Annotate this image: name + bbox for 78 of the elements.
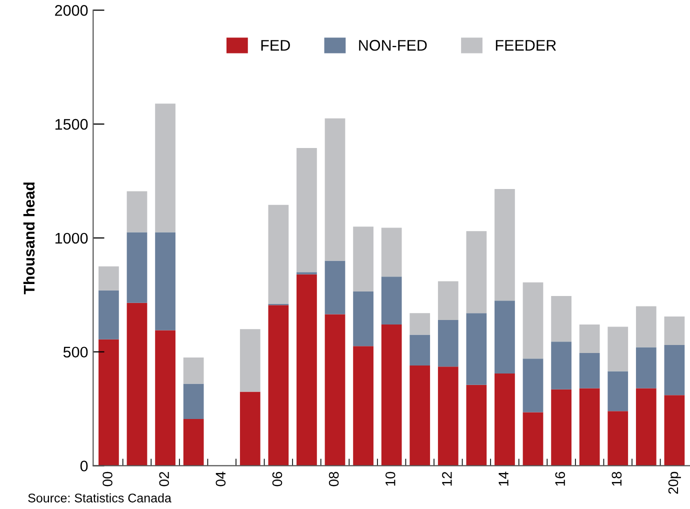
y-tick-label: 1500 <box>55 118 88 130</box>
bar <box>494 300 515 374</box>
bar <box>155 104 176 232</box>
bar <box>494 188 515 301</box>
legend-label: NON-FED <box>359 40 427 51</box>
y-tick-label: 500 <box>63 346 88 358</box>
bar <box>438 281 458 320</box>
x-tick-label: 08 <box>328 472 339 486</box>
bar <box>522 412 544 466</box>
bar <box>381 276 402 325</box>
bar <box>579 352 600 388</box>
bar <box>296 148 317 272</box>
x-tick-label: 00 <box>102 472 112 486</box>
x-tick-label: 18 <box>612 472 622 486</box>
bar <box>494 373 515 466</box>
bar <box>155 232 176 330</box>
x-tick-label: 12 <box>442 472 452 486</box>
x-tick-label: 02 <box>159 472 170 486</box>
source-note: Source: Statistics Canada <box>28 493 172 502</box>
bar <box>664 316 685 346</box>
bar <box>608 326 628 372</box>
bar <box>466 231 487 314</box>
bar <box>522 282 544 359</box>
bar <box>353 226 374 292</box>
bar <box>98 290 119 340</box>
x-tick-label: 14 <box>498 472 508 486</box>
bar <box>126 302 148 466</box>
y-tick-label: 1000 <box>55 232 88 244</box>
bar <box>636 347 656 388</box>
bar <box>579 324 600 353</box>
bar <box>183 419 204 466</box>
y-tick-label: 0 <box>80 460 88 472</box>
bar <box>608 411 628 466</box>
bar <box>240 329 260 392</box>
bar <box>381 324 402 466</box>
bar <box>353 346 374 466</box>
bar <box>522 358 544 412</box>
bar <box>296 274 317 466</box>
y-tick-label: 2000 <box>55 5 88 16</box>
bar <box>438 366 458 466</box>
bar <box>636 388 656 466</box>
legend-label: FEEDER <box>496 40 556 51</box>
legend-label: FED <box>261 40 290 51</box>
bar <box>664 345 685 396</box>
bar <box>608 371 628 412</box>
bar <box>410 313 430 335</box>
bar <box>324 118 346 261</box>
bar <box>98 339 119 466</box>
x-tick-label: 20p <box>668 472 681 494</box>
bar <box>551 296 572 342</box>
bar <box>551 342 572 390</box>
x-tick-label: 06 <box>272 472 282 486</box>
bar <box>466 313 487 385</box>
x-tick-label: 04 <box>216 472 226 486</box>
bar <box>579 388 600 466</box>
bar <box>410 334 430 366</box>
bar <box>183 384 204 420</box>
bar <box>381 228 402 277</box>
bar <box>324 314 346 466</box>
bar <box>438 320 458 367</box>
x-tick-label: 16 <box>555 472 566 486</box>
bar <box>126 232 148 303</box>
bar <box>353 291 374 346</box>
bar <box>240 392 260 466</box>
y-axis-title: Thousand head <box>23 182 35 294</box>
bar <box>98 266 119 290</box>
bar <box>126 191 148 232</box>
bar <box>183 358 204 384</box>
bar <box>551 389 572 466</box>
bar <box>410 366 430 466</box>
bar <box>268 204 289 304</box>
bar <box>664 395 685 466</box>
bar <box>636 306 656 348</box>
bar <box>268 305 289 466</box>
bar <box>466 384 487 466</box>
x-tick-label: 10 <box>385 472 396 486</box>
bar <box>324 260 346 314</box>
bar <box>155 330 176 466</box>
